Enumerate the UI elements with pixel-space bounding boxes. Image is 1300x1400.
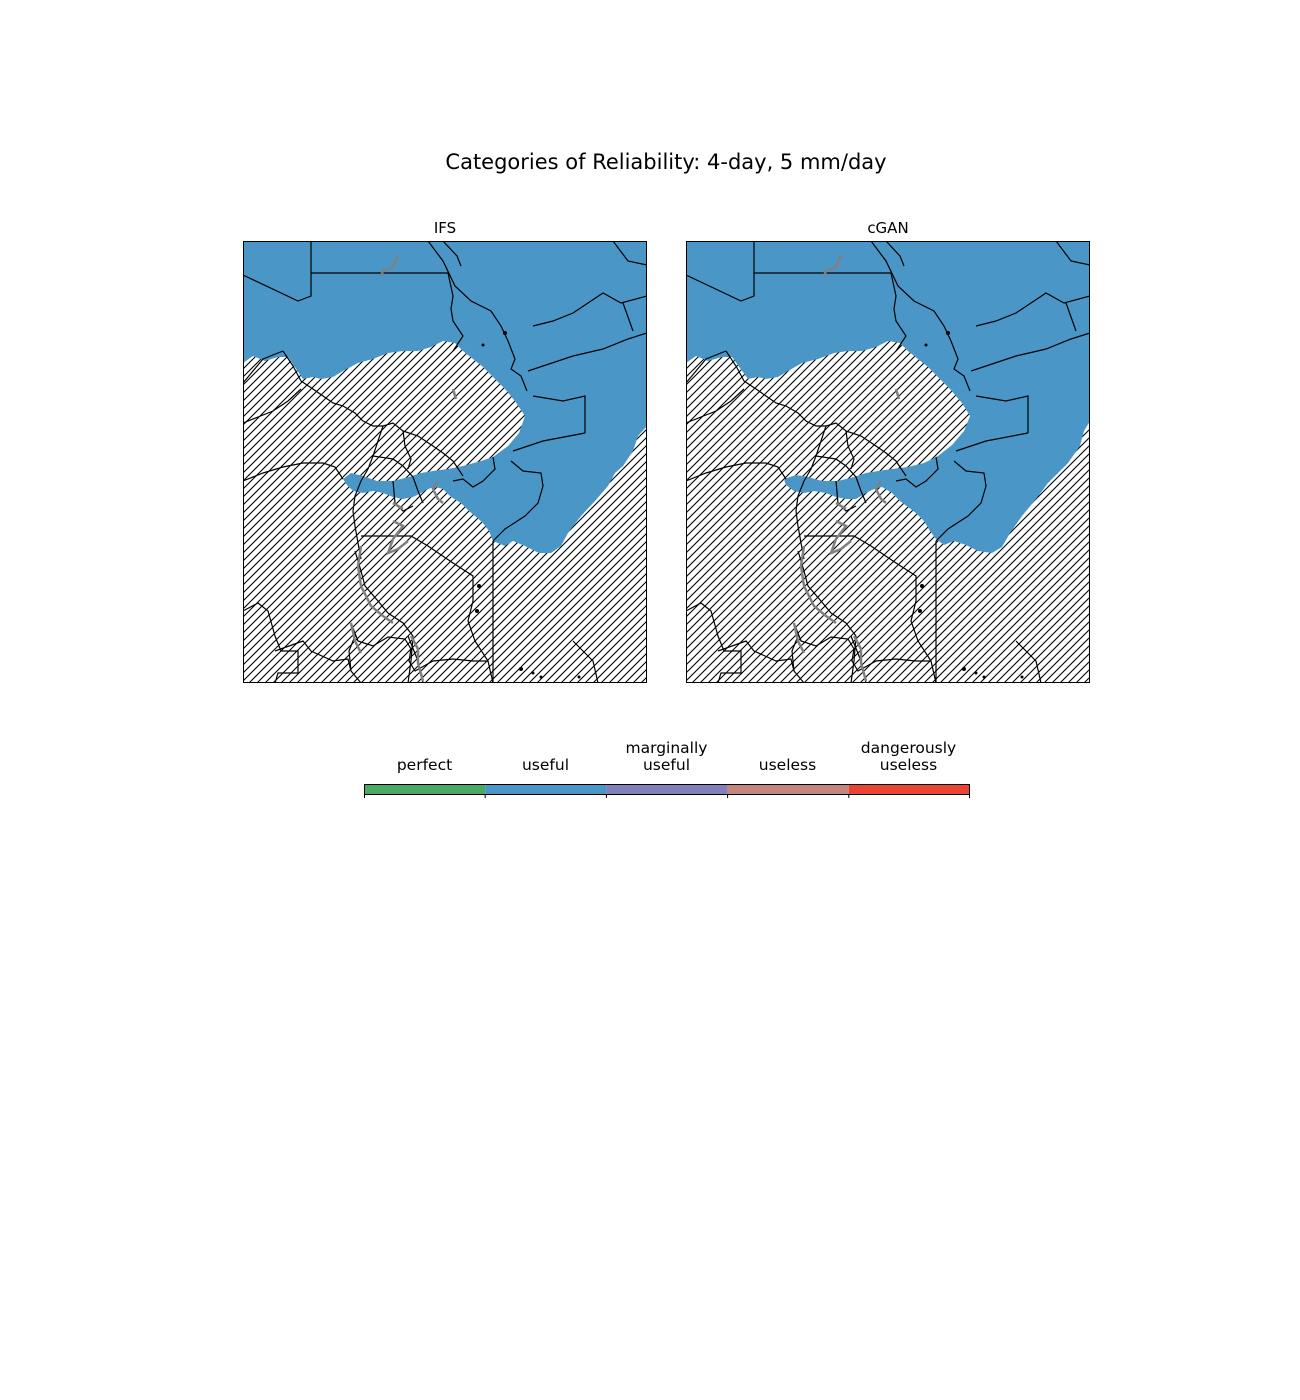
map-frame [243, 241, 647, 683]
colorbar-label-perfect-line2: perfect [396, 756, 453, 774]
map-ifs-canvas [243, 241, 647, 683]
panel-title-cgan: cGAN [867, 219, 909, 237]
colorbar-label-useless: useless [727, 740, 848, 774]
colorbar-canvas [364, 784, 970, 798]
colorbar-label-useless-line2: useless [758, 756, 817, 774]
figure-title: Categories of Reliability: 4-day, 5 mm/d… [445, 150, 887, 174]
colorbar-segment-4 [848, 784, 970, 795]
colorbar-label-marginally-useful-line1: marginally [625, 739, 708, 757]
islands [918, 331, 1024, 679]
panel-title-ifs: IFS [433, 219, 457, 237]
colorbar-label-useful-line2: useful [521, 756, 570, 774]
colorbar-frame [364, 784, 970, 795]
islands [475, 331, 581, 679]
colorbar-label-useless-line1 [727, 740, 848, 757]
colorbar-label-dangerously-useless-line2: useless [879, 756, 938, 774]
colorbar-label-useful: useful [485, 740, 606, 774]
colorbar-label-useful-line1 [485, 740, 606, 757]
lakes-rivers [792, 254, 901, 682]
map-cgan-canvas [686, 241, 1090, 683]
colorbar-segment-3 [727, 784, 849, 795]
colorbar-segment-1 [485, 784, 607, 795]
colorbar [364, 783, 970, 798]
colorbar-label-perfect: perfect [364, 740, 485, 774]
colorbar-label-marginally-useful-line2: useful [642, 756, 691, 774]
colorbar-label-marginally-useful: marginally useful [606, 740, 727, 774]
map-frame [686, 241, 1090, 683]
colorbar-label-dangerously-useless: dangerously useless [848, 740, 969, 774]
map-ifs [243, 241, 647, 683]
colorbar-label-perfect-line1 [364, 740, 485, 757]
colorbar-label-dangerously-useless-line1: dangerously [860, 739, 957, 757]
colorbar-segment-2 [606, 784, 728, 795]
lakes-rivers [349, 254, 458, 682]
useful-region [243, 241, 647, 553]
country-borders [243, 241, 647, 683]
colorbar-segment-0 [364, 784, 486, 795]
map-cgan [686, 241, 1090, 683]
useful-region [686, 241, 1090, 553]
